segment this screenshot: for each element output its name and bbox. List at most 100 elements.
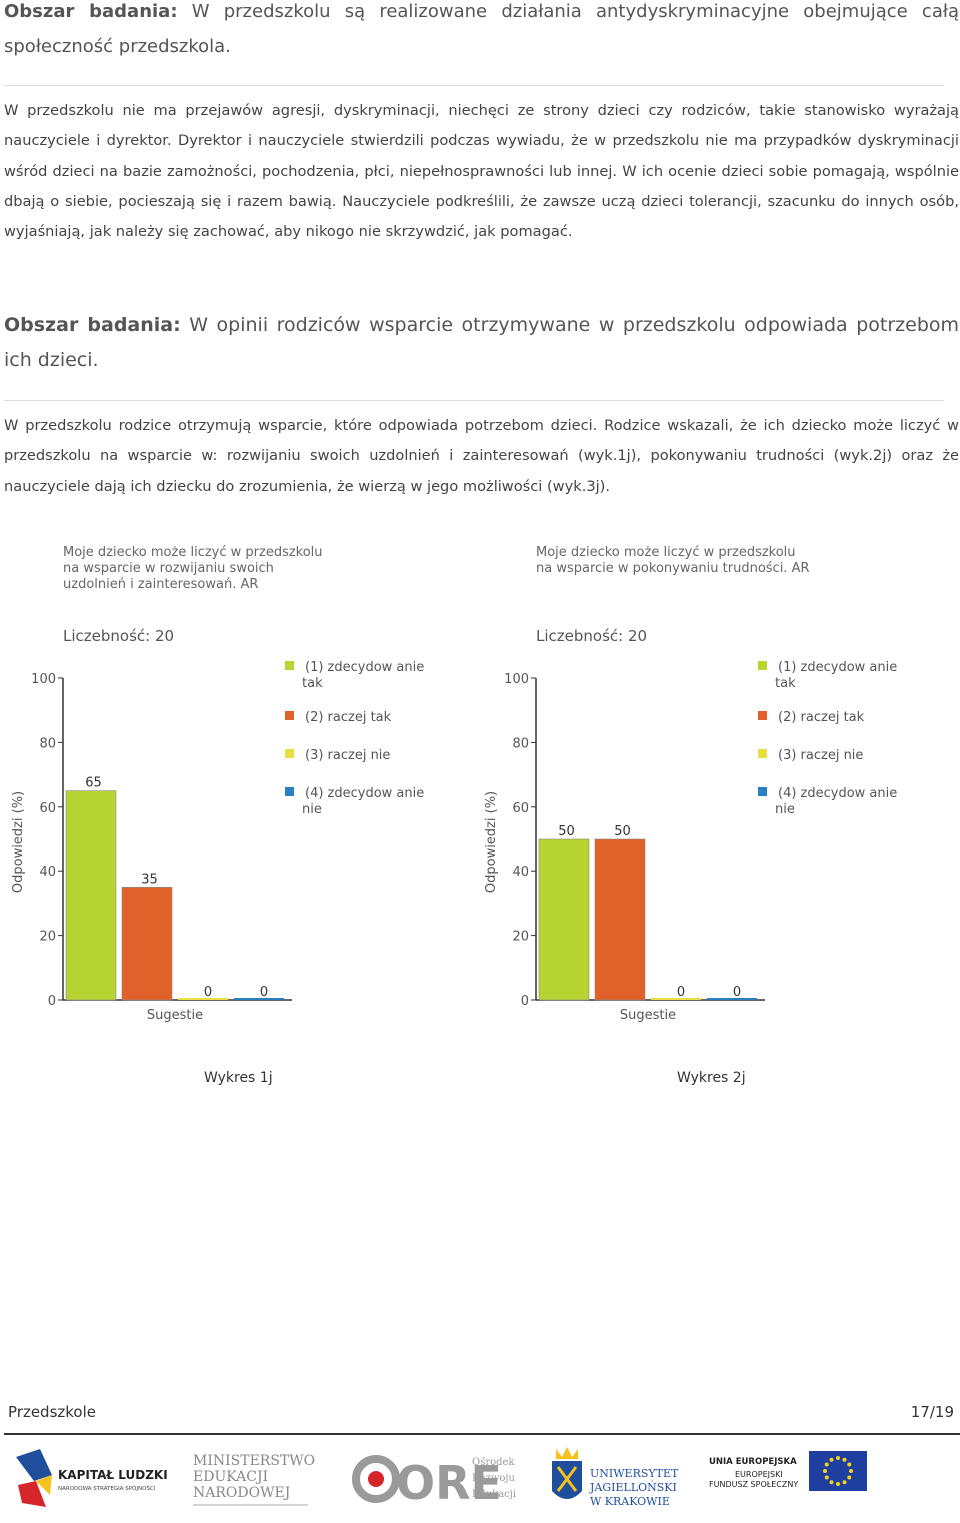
heading-label: Obszar badania: <box>4 314 181 336</box>
legend-swatch <box>285 661 294 670</box>
chart-caption-2: Wykres 2j <box>677 1070 746 1086</box>
chart-title-line: uzdolnień i zainteresowań. AR <box>63 577 258 592</box>
y-axis-label: Odpowiedzi (%) <box>11 791 26 893</box>
bar-value-label: 0 <box>260 985 268 1000</box>
eu-stars <box>823 1456 853 1486</box>
divider <box>4 85 944 86</box>
footer-page-number: 17/19 <box>910 1403 954 1421</box>
legend-label: (2) raczej tak <box>778 710 865 725</box>
legend-label: (1) zdecydow anie <box>778 660 897 675</box>
heading-label: Obszar badania: <box>4 1 178 22</box>
logo-text: UNIWERSYTET <box>590 1467 679 1480</box>
eu-star <box>829 1457 834 1462</box>
chart-caption-1: Wykres 1j <box>204 1070 273 1086</box>
logo-shape <box>368 1471 384 1487</box>
chart-count-label: Liczebność: 20 <box>536 627 647 645</box>
y-tick-label: 0 <box>48 994 56 1009</box>
legend-swatch <box>285 787 294 796</box>
y-axis-label: Odpowiedzi (%) <box>484 791 499 893</box>
legend-label: tak <box>775 676 796 691</box>
bar-baseline <box>707 998 757 1000</box>
y-tick-label: 60 <box>512 801 529 816</box>
logo-text: FUNDUSZ SPOŁECZNY <box>709 1480 798 1489</box>
logo-text: EUROPEJSKI <box>735 1470 783 1479</box>
bar-value-label: 50 <box>558 824 575 839</box>
bar-value-label: 0 <box>677 985 685 1000</box>
y-tick-label: 100 <box>504 672 529 687</box>
ore-logo: ORE Ośrodek Rozwoju Edukacji <box>352 1455 516 1510</box>
logo-shape <box>16 1449 52 1481</box>
legend-swatch <box>758 749 767 758</box>
logo-text: MINISTERSTWO <box>193 1453 315 1469</box>
section-heading-2: Obszar badania: W opinii rodziców wsparc… <box>4 308 959 378</box>
eu-star <box>823 1469 827 1473</box>
bar <box>538 838 590 1001</box>
logo-text: ORE <box>396 1456 502 1510</box>
bar-value-label: 0 <box>733 985 741 1000</box>
logo-text: Ośrodek <box>472 1457 515 1468</box>
y-tick-label: 40 <box>512 865 529 880</box>
section-heading-1: Obszar badania: W przedszkolu są realizo… <box>4 0 959 64</box>
eu-star <box>836 1456 840 1460</box>
legend-label: (4) zdecydow anie <box>778 786 897 801</box>
y-tick-label: 60 <box>39 801 56 816</box>
footer-school-type: Przedszkole <box>8 1403 96 1421</box>
uj-logo: UNIWERSYTET JAGIELLOŃSKI W KRAKOWIE <box>552 1447 679 1508</box>
eu-star <box>824 1475 829 1480</box>
eu-star <box>847 1475 852 1480</box>
logo-text: NARODOWEJ <box>193 1485 290 1501</box>
footer-divider <box>4 1433 960 1435</box>
legend-label: nie <box>302 802 322 817</box>
kapital-ludzki-logo: KAPITAŁ LUDZKI NARODOWA STRATEGIA SPÓJNO… <box>16 1449 168 1507</box>
chart-2: Moje dziecko może liczyć w przedszkolu na… <box>473 535 933 1035</box>
logo-shape <box>556 1466 578 1492</box>
eu-logo: UNIA EUROPEJSKA EUROPEJSKI FUNDUSZ SPOŁE… <box>709 1451 867 1491</box>
eu-star <box>836 1482 840 1486</box>
bar-value-label: 0 <box>204 985 212 1000</box>
y-tick-label: 80 <box>512 736 529 751</box>
bar <box>594 838 646 1001</box>
logo-shape <box>36 1475 52 1495</box>
logo-text: W KRAKOWIE <box>590 1495 670 1508</box>
legend-label: (3) raczej nie <box>305 748 390 763</box>
y-tick-label: 20 <box>512 930 529 945</box>
legend-swatch <box>285 711 294 720</box>
legend-swatch <box>285 749 294 758</box>
legend-swatch <box>758 787 767 796</box>
legend-swatch <box>758 711 767 720</box>
logo-text: EDUKACJI <box>193 1469 268 1485</box>
logo-shape <box>18 1481 46 1507</box>
logo-text: JAGIELLOŃSKI <box>589 1480 677 1494</box>
y-tick-label: 40 <box>39 865 56 880</box>
legend-label: tak <box>302 676 323 691</box>
legend-label: nie <box>775 802 795 817</box>
y-tick-label: 20 <box>39 930 56 945</box>
eu-star <box>824 1462 829 1467</box>
bar-baseline <box>651 998 701 1000</box>
bar-baseline <box>178 998 228 1000</box>
chart-1-svg: Moje dziecko może liczyć w przedszkoluna… <box>11 545 424 1023</box>
heading-text: W przedszkolu są realizowane działania a… <box>4 1 959 57</box>
logo-text: NARODOWA STRATEGIA SPÓJNOŚCI <box>58 1485 156 1492</box>
bar <box>65 790 117 1001</box>
chart-2-svg: Moje dziecko może liczyć w przedszkoluna… <box>484 545 897 1023</box>
paragraph-1: W przedszkolu nie ma przejawów agresji, … <box>4 102 959 241</box>
chart-count-label: Liczebność: 20 <box>63 627 174 645</box>
legend-label: (1) zdecydow anie <box>305 660 424 675</box>
heading-text: W opinii rodziców wsparcie otrzymywane w… <box>4 314 960 371</box>
men-logo: MINISTERSTWO EDUKACJI NARODOWEJ <box>193 1453 315 1506</box>
eu-star <box>829 1480 834 1485</box>
eu-star <box>847 1462 852 1467</box>
eu-star <box>849 1469 853 1473</box>
chart-title-line: na wsparcie w pokonywaniu trudności. AR <box>536 561 810 576</box>
x-axis-label: Sugestie <box>620 1008 676 1023</box>
chart-title-line: na wsparcie w rozwijaniu swoich <box>63 561 274 576</box>
divider <box>4 400 944 401</box>
eu-star <box>842 1480 847 1485</box>
y-tick-label: 80 <box>39 736 56 751</box>
chart-title-line: Moje dziecko może liczyć w przedszkolu <box>536 545 796 560</box>
legend-label: (3) raczej nie <box>778 748 863 763</box>
bar-value-label: 35 <box>141 872 158 887</box>
legend-label: (4) zdecydow anie <box>305 786 424 801</box>
logo-shape <box>352 1455 400 1503</box>
